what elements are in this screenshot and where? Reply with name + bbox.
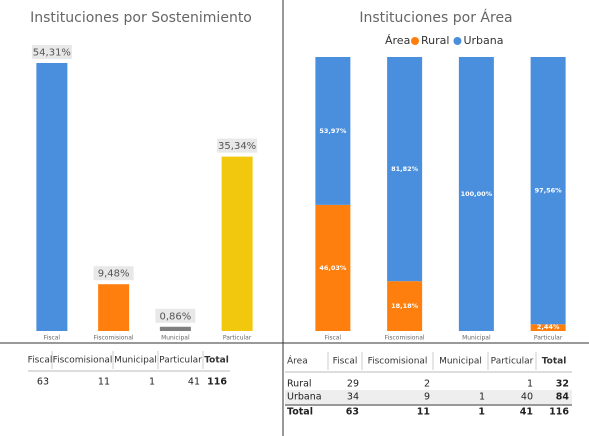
- table-header: Fiscal: [333, 357, 358, 367]
- table-cell: 84: [556, 392, 570, 403]
- value-label: 0,86%: [159, 311, 191, 322]
- value-label: 18,18%: [391, 302, 419, 310]
- x-tick-label: Fiscomisional: [385, 335, 425, 342]
- legend-title: Área: [385, 34, 410, 47]
- row-shade: [285, 390, 572, 404]
- bar: [98, 284, 130, 331]
- value-label: 100,00%: [461, 190, 493, 198]
- legend-marker: [453, 37, 462, 45]
- table-header: Total: [204, 356, 229, 366]
- bar-segment: [530, 324, 566, 331]
- value-label: 81,82%: [391, 165, 419, 173]
- bar-segment: [387, 57, 423, 282]
- table-cell: 11: [417, 407, 430, 418]
- x-tick-label: Particular: [223, 335, 252, 342]
- value-label: 97,56%: [535, 187, 563, 195]
- table-cell: 9: [424, 392, 430, 403]
- table-cell: 40: [521, 392, 533, 403]
- table-header: Fiscomisional: [368, 357, 428, 367]
- table-cell: Urbana: [287, 392, 322, 403]
- table-header: Área: [287, 355, 308, 367]
- x-tick-label: Fiscal: [44, 335, 61, 342]
- table-cell: 1: [479, 392, 485, 403]
- table-cell: 41: [188, 377, 200, 388]
- bar-segment: [458, 57, 494, 331]
- x-tick-label: Fiscal: [325, 335, 342, 342]
- bar: [36, 63, 68, 331]
- legend-marker: [411, 37, 419, 45]
- value-label-bg: [93, 266, 134, 281]
- table-cell: 34: [347, 392, 359, 403]
- table-cell: 11: [98, 377, 110, 388]
- table-header: Total: [542, 357, 567, 367]
- table-header: Particular: [491, 357, 534, 367]
- table-header: Fiscal: [28, 356, 53, 366]
- table-cell: 32: [556, 379, 569, 390]
- table-cell: 1: [527, 379, 533, 390]
- table-header: Fiscomisional: [53, 356, 113, 366]
- bar: [159, 326, 191, 331]
- legend-label: Urbana: [463, 34, 503, 47]
- x-tick-label: Fiscomisional: [94, 335, 134, 342]
- bar: [221, 156, 253, 331]
- table-cell: Rural: [287, 379, 312, 390]
- table-cell: 1: [478, 407, 485, 418]
- value-label-bg: [31, 45, 72, 59]
- value-label: 53,97%: [319, 127, 347, 135]
- bar-segment: [387, 281, 423, 331]
- x-tick-label: Municipal: [161, 335, 190, 342]
- bar-segment: [530, 57, 566, 325]
- table-cell: 29: [347, 379, 359, 390]
- table-header: Municipal: [114, 356, 157, 366]
- table-cell: 63: [37, 377, 49, 388]
- value-label-bg: [155, 308, 196, 323]
- table-cell: 41: [520, 407, 533, 418]
- table-cell: Total: [287, 407, 313, 418]
- chart-title: Instituciones por Sostenimiento: [30, 10, 252, 26]
- x-tick-label: Particular: [534, 335, 563, 342]
- table-header: Municipal: [439, 357, 482, 367]
- bar-segment: [315, 57, 351, 205]
- table-cell: 116: [207, 377, 227, 388]
- value-label: 54,31%: [33, 48, 71, 59]
- legend-label: Rural: [421, 34, 449, 47]
- table-header: Particular: [159, 356, 202, 366]
- x-tick-label: Municipal: [462, 335, 491, 342]
- value-label: 46,03%: [319, 264, 347, 272]
- table-cell: 116: [549, 407, 569, 418]
- value-label: 35,34%: [218, 141, 256, 152]
- value-label-bg: [217, 138, 258, 153]
- table-cell: 2: [424, 379, 430, 390]
- table-cell: 63: [346, 407, 359, 418]
- value-label: 2,44%: [537, 323, 560, 331]
- bar-segment: [315, 204, 351, 331]
- value-label: 9,48%: [98, 269, 130, 280]
- chart-title: Instituciones por Área: [359, 9, 512, 26]
- table-cell: 1: [149, 377, 155, 388]
